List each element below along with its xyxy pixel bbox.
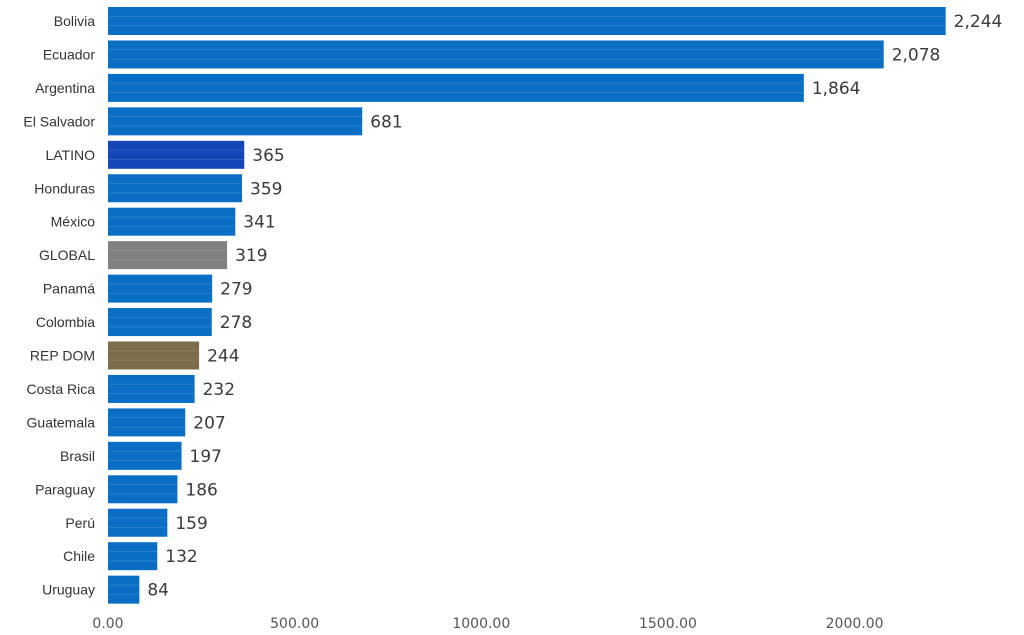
value-label: 186 — [185, 480, 217, 500]
category-label: Uruguay — [42, 582, 95, 598]
bar-paraguay — [108, 475, 178, 504]
bar-global — [108, 241, 228, 270]
bar-rep-dom — [108, 341, 200, 370]
value-label: 2,078 — [892, 45, 941, 65]
bar-latino — [108, 140, 245, 169]
value-labels: 2,244 2,078 1,864 681 365 359 341 319 279 278 244 2… — [147, 12, 1002, 601]
category-label: Brasil — [60, 448, 95, 464]
category-label: LATINO — [45, 147, 95, 163]
bar-honduras — [108, 174, 243, 203]
bar-chile — [108, 542, 158, 571]
bar-guatemala — [108, 408, 186, 437]
x-axis-ticks: 0.00 500.00 1000.00 1500.00 2000.00 — [92, 616, 883, 632]
value-label: 1,864 — [812, 79, 861, 99]
value-label: 279 — [220, 280, 252, 300]
value-label: 319 — [235, 246, 267, 266]
bar-bolivia — [108, 7, 946, 35]
bar-panam- — [108, 274, 213, 303]
value-label: 132 — [165, 547, 197, 567]
x-tick-label: 500.00 — [270, 616, 319, 632]
x-tick-label: 0.00 — [92, 616, 123, 632]
value-label: 159 — [175, 514, 207, 534]
category-label: Guatemala — [27, 414, 96, 430]
value-label: 84 — [147, 581, 169, 601]
category-label: Perú — [65, 515, 95, 531]
category-label: Costa Rica — [27, 381, 96, 397]
category-label: Chile — [63, 548, 95, 564]
category-label: Colombia — [36, 314, 95, 330]
x-tick-label: 1000.00 — [452, 616, 510, 632]
category-label: Argentina — [35, 80, 95, 96]
category-label: Panamá — [43, 281, 95, 297]
category-label: Paraguay — [35, 481, 95, 497]
category-label: Ecuador — [43, 46, 95, 62]
category-label: Bolivia — [54, 13, 95, 29]
category-label: GLOBAL — [39, 247, 95, 263]
x-tick-label: 2000.00 — [826, 616, 884, 632]
bar-el-salvador — [108, 107, 363, 136]
value-label: 365 — [252, 146, 284, 166]
bar-ecuador — [108, 40, 884, 69]
category-label: Honduras — [34, 180, 95, 196]
value-label: 278 — [220, 313, 252, 333]
category-label: REP DOM — [30, 348, 95, 364]
value-label: 341 — [243, 213, 275, 233]
bar-costa-rica — [108, 374, 195, 403]
x-tick-label: 1500.00 — [639, 616, 697, 632]
value-label: 232 — [203, 380, 235, 400]
bars-layer — [108, 7, 946, 604]
value-label: 207 — [193, 413, 225, 433]
category-labels: Bolivia Ecuador Argentina El Salvador LATINO… — [23, 13, 95, 598]
value-label: 197 — [190, 447, 222, 467]
value-label: 244 — [207, 347, 239, 367]
bar-colombia — [108, 308, 212, 337]
bar-uruguay — [108, 575, 140, 604]
value-label: 2,244 — [954, 12, 1003, 32]
bar-argentina — [108, 73, 804, 102]
value-label: 681 — [370, 112, 402, 132]
bar-brasil — [108, 441, 182, 470]
category-label: El Salvador — [23, 113, 95, 129]
bar-m-xico — [108, 207, 236, 236]
bar-per- — [108, 508, 168, 537]
category-label: México — [51, 214, 96, 230]
value-label: 359 — [250, 179, 282, 199]
